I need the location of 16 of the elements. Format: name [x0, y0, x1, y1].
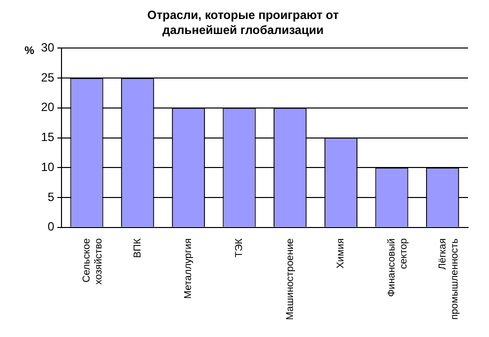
y-tick-label: 20	[40, 100, 55, 114]
x-tick-label: Машиностроение	[284, 238, 296, 320]
chart-title: Отрасли, которые проиграют от дальнейшей глобализации	[146, 8, 340, 38]
y-tick-label: 15	[40, 130, 55, 144]
x-tick-label: Сельское хозяйство	[82, 238, 105, 285]
y-tick-label: 5	[48, 190, 55, 204]
x-tick-label: Финансовый сектор	[386, 238, 410, 297]
x-tick-label: ТЭК	[234, 238, 246, 258]
x-tick-label: Металлургия	[183, 238, 194, 299]
x-tick-label: Химия	[336, 238, 347, 269]
y-tick-label: 10	[40, 160, 55, 174]
y-tick-label: 0	[48, 220, 55, 234]
y-axis-title: %	[24, 45, 34, 58]
x-tick-label: ВПК	[132, 238, 144, 258]
y-tick-label: 25	[40, 70, 55, 84]
y-tick-label: 30	[40, 40, 55, 55]
